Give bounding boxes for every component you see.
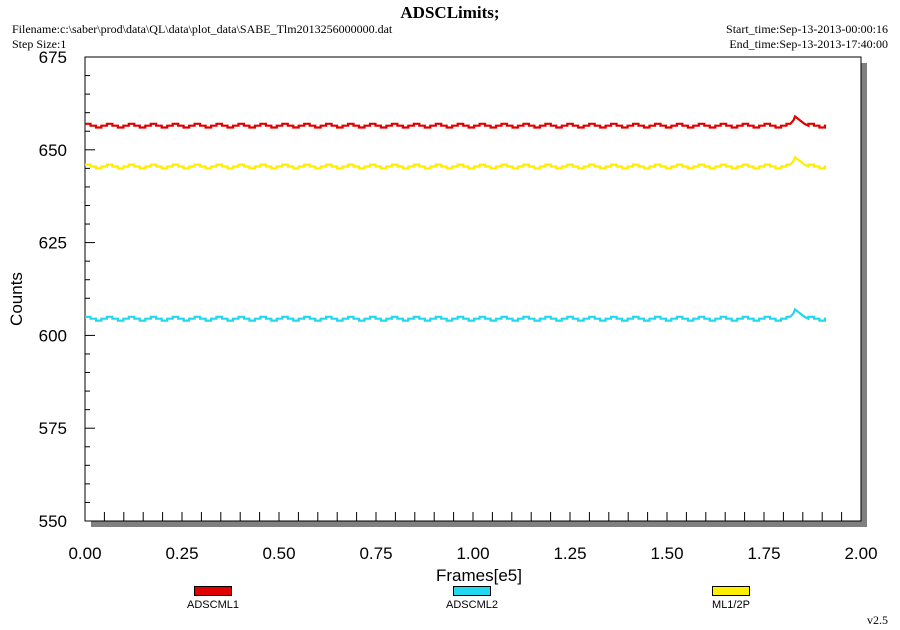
x-tick-label: 0.00 (68, 544, 101, 563)
legend-item-ml12p: ML1/2P (686, 586, 776, 611)
x-tick-label: 1.50 (650, 544, 683, 563)
x-tick-label: 2.00 (844, 544, 877, 563)
x-tick-label: 0.25 (165, 544, 198, 563)
x-tick-label: 1.00 (456, 544, 489, 563)
filename-label: Filename:c:\saber\prod\data\QL\data\plot… (12, 22, 393, 36)
y-tick-label: 600 (39, 326, 67, 345)
series-line-adscml2 (85, 307, 827, 322)
x-tick-label: 0.75 (359, 544, 392, 563)
chart-title: ADSCLimits; (400, 3, 500, 22)
y-tick-label: 650 (39, 141, 67, 160)
legend-label: ADSCML2 (446, 599, 498, 611)
legend-swatch (453, 586, 491, 596)
y-axis-label: Counts (7, 272, 26, 326)
version-label: v2.5 (867, 613, 888, 627)
x-tick-label: 0.50 (262, 544, 295, 563)
legend-swatch (194, 586, 232, 596)
end-time-label: End_time:Sep-13-2013-17:40:00 (729, 37, 888, 51)
y-tick-label: 550 (39, 512, 67, 531)
series-line-ml12p (85, 155, 827, 170)
series-line-adscml1 (85, 114, 827, 129)
legend-label: ADSCML1 (187, 599, 239, 611)
legend-swatch (712, 586, 750, 596)
legend-item-adscml1: ADSCML1 (168, 586, 258, 611)
legend-item-adscml2: ADSCML2 (427, 586, 517, 611)
plot-area: 550 575 600 625 650 675 0.00 0.25 0.50 0.75 1.00 1.… (7, 48, 878, 585)
step-size-label: Step Size:1 (12, 37, 67, 51)
x-tick-label: 1.25 (553, 544, 586, 563)
start-time-label: Start_time:Sep-13-2013-00:00:16 (726, 22, 888, 36)
y-tick-label: 675 (39, 48, 67, 67)
y-tick-label: 625 (39, 234, 67, 253)
legend-label: ML1/2P (712, 599, 750, 611)
plot-frame (84, 56, 862, 522)
y-tick-label: 575 (39, 419, 67, 438)
x-axis-label: Frames[e5] (436, 566, 522, 585)
x-tick-label: 1.75 (747, 544, 780, 563)
